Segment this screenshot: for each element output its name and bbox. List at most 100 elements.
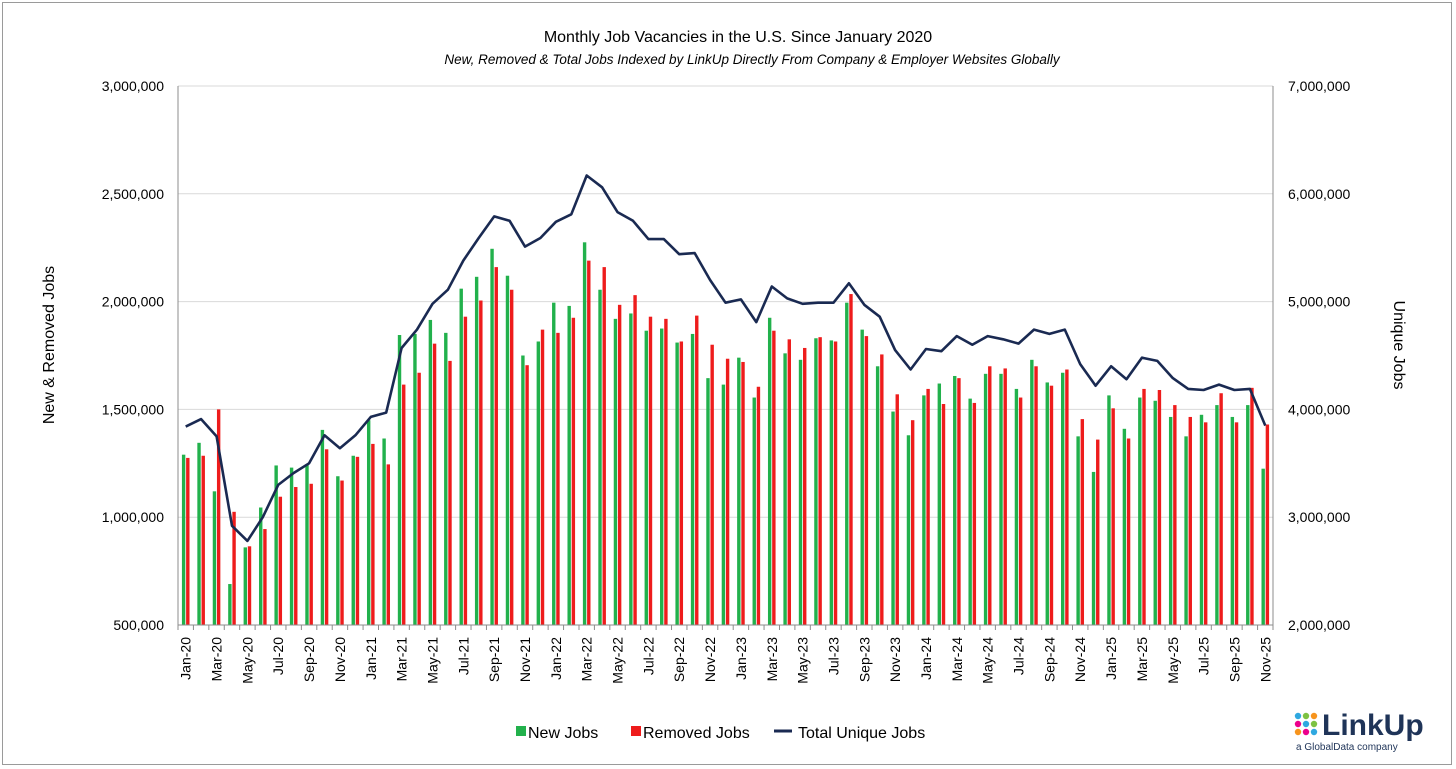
x-tick-label: Sep-22 bbox=[671, 637, 687, 682]
left-tick-label: 1,000,000 bbox=[102, 509, 164, 525]
linkup-logo: LinkUp a GlobalData company bbox=[1294, 709, 1424, 753]
removed-jobs-bar bbox=[1188, 416, 1192, 625]
x-tick-label: Mar-23 bbox=[764, 637, 780, 682]
removed-jobs-bar bbox=[216, 409, 221, 625]
removed-jobs-bar bbox=[648, 316, 653, 625]
new-jobs-bar bbox=[721, 384, 726, 625]
removed-jobs-bar bbox=[926, 388, 930, 625]
removed-jobs-bar bbox=[803, 347, 807, 625]
removed-jobs-bar bbox=[1219, 393, 1223, 625]
new-jobs-bar bbox=[382, 438, 386, 625]
new-jobs-bar bbox=[552, 302, 556, 625]
logo-tagline: a GlobalData company bbox=[1296, 742, 1398, 753]
removed-jobs-bar bbox=[679, 341, 684, 625]
removed-jobs-bar bbox=[355, 456, 360, 625]
new-jobs-bar bbox=[366, 420, 371, 625]
removed-jobs-bar bbox=[386, 464, 391, 625]
removed-jobs-bar bbox=[1096, 439, 1100, 625]
new-jobs-bar bbox=[613, 318, 618, 625]
new-jobs-bar bbox=[1138, 397, 1142, 625]
new-jobs-bar bbox=[582, 242, 587, 625]
removed-jobs-bar bbox=[756, 386, 761, 625]
right-tick-label: 3,000,000 bbox=[1288, 509, 1350, 525]
removed-jobs-bar bbox=[540, 329, 545, 625]
right-tick-label: 4,000,000 bbox=[1288, 401, 1350, 417]
new-jobs-bar bbox=[968, 398, 972, 625]
new-jobs-bar bbox=[567, 305, 571, 625]
new-jobs-bar bbox=[1030, 359, 1034, 625]
x-tick-label: Jan-25 bbox=[1103, 637, 1119, 680]
legend-swatch-removed-jobs bbox=[631, 726, 641, 736]
right-tick-label: 7,000,000 bbox=[1288, 78, 1350, 94]
removed-jobs-bar bbox=[880, 354, 884, 625]
x-tick-label: Sep-20 bbox=[301, 637, 317, 682]
removed-jobs-bar bbox=[402, 384, 406, 625]
removed-jobs-bar bbox=[1126, 438, 1131, 625]
removed-jobs-bar bbox=[509, 289, 514, 625]
logo-text: LinkUp bbox=[1322, 709, 1424, 742]
new-jobs-bar bbox=[999, 373, 1003, 625]
new-jobs-bar bbox=[1014, 388, 1019, 625]
x-tick-label: Mar-22 bbox=[579, 637, 595, 682]
chart-title: Monthly Job Vacancies in the U.S. Since … bbox=[544, 29, 932, 46]
removed-jobs-bar bbox=[972, 402, 977, 625]
new-jobs-bar bbox=[598, 289, 602, 625]
legend-label-removed-jobs: Removed Jobs bbox=[643, 725, 750, 742]
removed-jobs-bar bbox=[1142, 388, 1146, 625]
removed-jobs-bar bbox=[833, 341, 838, 625]
removed-jobs-bar bbox=[1003, 368, 1007, 625]
x-tick-label: Mar-25 bbox=[1134, 637, 1150, 682]
x-tick-label: Jul-21 bbox=[455, 637, 471, 675]
removed-jobs-bar bbox=[186, 457, 190, 625]
x-tick-label: Nov-25 bbox=[1257, 637, 1273, 682]
new-jobs-bar bbox=[644, 330, 648, 625]
new-jobs-bar bbox=[536, 341, 541, 625]
new-jobs-bar bbox=[737, 357, 741, 625]
removed-jobs-bar bbox=[201, 455, 205, 625]
new-jobs-bar bbox=[845, 302, 849, 625]
x-tick-label: Sep-24 bbox=[1041, 637, 1057, 682]
new-jobs-bar bbox=[197, 442, 201, 625]
removed-jobs-bar bbox=[463, 316, 468, 625]
new-jobs-bar bbox=[675, 342, 679, 625]
removed-jobs-bar bbox=[741, 361, 745, 625]
new-jobs-bar bbox=[1246, 405, 1250, 625]
new-jobs-bar bbox=[1168, 416, 1173, 625]
new-jobs-bar bbox=[413, 333, 417, 625]
removed-jobs-bar bbox=[448, 360, 452, 625]
removed-jobs-bar bbox=[710, 344, 714, 625]
x-tick-label: Jan-21 bbox=[363, 637, 379, 680]
new-jobs-bar bbox=[752, 397, 756, 625]
removed-jobs-bar bbox=[988, 366, 992, 625]
removed-jobs-bar bbox=[294, 487, 298, 625]
x-tick-label: Nov-23 bbox=[887, 637, 903, 682]
new-jobs-bar bbox=[351, 455, 355, 625]
right-tick-label: 2,000,000 bbox=[1288, 617, 1350, 633]
new-jobs-bar bbox=[1215, 405, 1219, 625]
new-jobs-bar bbox=[1184, 436, 1188, 625]
removed-jobs-bar bbox=[525, 365, 529, 625]
new-jobs-bar bbox=[289, 467, 294, 625]
removed-jobs-bar bbox=[263, 529, 267, 625]
new-jobs-bar bbox=[521, 355, 525, 625]
removed-jobs-bar bbox=[1080, 419, 1085, 625]
new-jobs-bar bbox=[1091, 471, 1096, 625]
new-jobs-bar bbox=[320, 429, 325, 625]
new-jobs-bar bbox=[336, 476, 340, 625]
left-tick-label: 2,500,000 bbox=[102, 186, 164, 202]
removed-jobs-bar bbox=[818, 337, 822, 625]
new-jobs-bar bbox=[474, 276, 479, 625]
new-jobs-bar bbox=[814, 338, 818, 625]
legend: New Jobs Removed Jobs Total Unique Jobs bbox=[516, 725, 925, 742]
right-axis-label: Unique Jobs bbox=[1390, 301, 1407, 390]
x-tick-label: Mar-21 bbox=[394, 637, 410, 682]
total-unique-jobs-polyline bbox=[185, 174, 1267, 543]
removed-jobs-bar bbox=[941, 404, 946, 625]
left-tick-label: 2,000,000 bbox=[102, 294, 164, 310]
new-jobs-bar bbox=[875, 366, 880, 625]
removed-jobs-bar bbox=[787, 339, 791, 625]
removed-jobs-bar bbox=[1203, 422, 1208, 625]
right-axis-ticks: 2,000,000 3,000,000 4,000,000 5,000,000 6,00… bbox=[1288, 78, 1350, 633]
new-jobs-bar bbox=[505, 275, 510, 625]
removed-jobs-bar bbox=[432, 343, 437, 625]
